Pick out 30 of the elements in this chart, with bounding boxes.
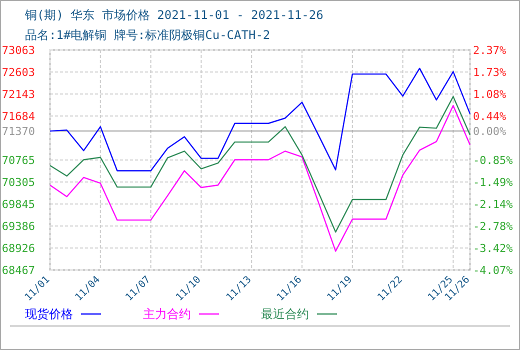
line-series xyxy=(49,96,471,233)
y-tick-label: 68467 xyxy=(2,264,35,277)
y2-tick-label: 0.00% xyxy=(473,124,506,138)
y2-tick-label: -2.78% xyxy=(473,220,514,233)
y-tick-label: 69845 xyxy=(2,198,35,212)
y2-tick-label: 2.37% xyxy=(473,44,506,57)
y2-tick-label: -3.42% xyxy=(473,242,514,255)
y-tick-label: 71370 xyxy=(2,125,35,138)
y-tick-label: 69386 xyxy=(2,220,35,234)
y-tick-label: 72603 xyxy=(2,66,35,80)
y2-tick-label: -4.07% xyxy=(473,264,514,277)
y2-tick-label: 0.44% xyxy=(473,110,506,123)
legend-label: 主力合约 xyxy=(143,307,191,321)
line-series xyxy=(49,68,471,172)
y-tick-label: 70305 xyxy=(2,176,35,190)
chart-subtitle: 品名:1#电解铜 牌号:标准阴极铜Cu-CATH-2 xyxy=(25,28,270,42)
y2-tick-label: 1.73% xyxy=(473,66,506,79)
y-tick-label: 70765 xyxy=(2,154,35,167)
chart-title: 铜(期) 华东 市场价格 2021-11-01 - 2021-11-26 xyxy=(24,8,324,22)
y2-tick-label: -1.49% xyxy=(473,176,514,189)
y-tick-label: 71684 xyxy=(2,110,36,124)
legend-label: 现货价格 xyxy=(25,307,73,321)
line-series xyxy=(49,105,471,252)
y2-tick-label: -0.85% xyxy=(473,154,514,167)
y2-tick-label: -2.14% xyxy=(473,198,514,212)
y-tick-label: 73063 xyxy=(2,44,35,57)
legend-label: 最近合约 xyxy=(261,307,309,321)
y-tick-label: 68926 xyxy=(2,242,35,256)
y-tick-label: 72143 xyxy=(2,88,35,102)
y2-tick-label: 1.08% xyxy=(473,88,506,102)
